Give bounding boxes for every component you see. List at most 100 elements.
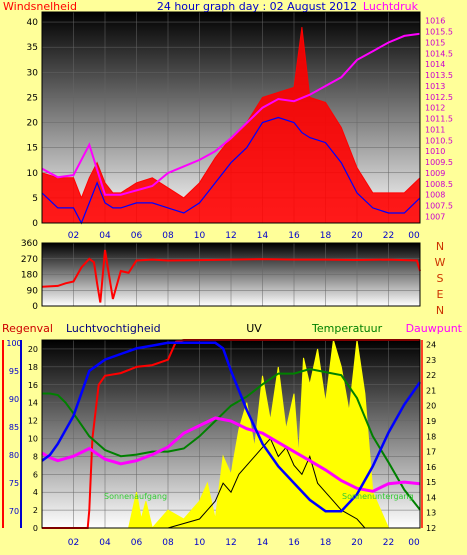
wind-speed-label: Windsnelheid [3, 0, 77, 13]
wind-plot-frame [41, 11, 421, 224]
humidity-tick-label: 80 [9, 451, 19, 460]
climate-time-ticks: 02 04 06 08 10 12 14 16 18 20 22 00 [68, 538, 420, 548]
pressure-tick-label: 1007 [425, 212, 445, 221]
uv-tick-label: 6 [33, 470, 38, 479]
temperature-tick-label: 13 [426, 509, 436, 518]
humidity-tick-label: 85 [9, 423, 19, 432]
pressure-tick-label: 1011 [425, 125, 445, 134]
wind-speed-tick-label: 10 [27, 169, 39, 179]
climate-time-tick-label: 10 [194, 538, 206, 548]
wind-time-tick-label: 08 [162, 231, 174, 241]
wind-speed-tick-label: 15 [27, 144, 38, 154]
humidity-ticks: 70 75 80 85 90 95 100 [6, 339, 21, 516]
wind-time-tick-label: 22 [383, 231, 394, 241]
wind-speed-ticks: 0 5 10 15 20 25 30 35 40 [27, 18, 39, 229]
humidity-tick-label: 70 [9, 507, 19, 516]
uv-ticks: 0 2 4 6 8 10 12 14 16 18 20 [28, 345, 38, 533]
direction-tick-label: 90 [27, 286, 39, 296]
direction-series [41, 249, 421, 303]
uv-tick-label: 20 [28, 345, 38, 354]
temperature-tick-label: 20 [426, 402, 436, 411]
direction-tick-label: 360 [21, 239, 38, 249]
uv-tick-label: 14 [28, 399, 38, 408]
uv-tick-label: 12 [28, 417, 38, 426]
direction-plot-frame [41, 242, 421, 307]
wind-time-tick-label: 12 [225, 231, 236, 241]
humidity-tick-label: 100 [6, 339, 21, 348]
humidity-tick-label: 90 [9, 395, 19, 404]
pressure-tick-label: 1008.5 [425, 180, 453, 189]
climate-time-tick-label: 18 [320, 538, 332, 548]
climate-time-tick-label: 08 [162, 538, 174, 548]
wind-speed-tick-label: 25 [27, 93, 38, 103]
temperature-line [42, 367, 421, 511]
climate-series [41, 339, 422, 530]
uv-tick-label: 4 [33, 488, 38, 497]
pressure-tick-label: 1015.5 [425, 28, 453, 37]
wind-time-tick-label: 14 [257, 231, 269, 241]
compass-label: E [437, 288, 444, 301]
wind-time-tick-label: 04 [99, 231, 111, 241]
humidity-tick-label: 75 [9, 479, 19, 488]
climate-time-tick-label: 00 [408, 538, 420, 548]
chart-title: 24 hour graph day : 02 August 2012 [157, 0, 357, 13]
pressure-tick-label: 1011.5 [425, 115, 453, 124]
temperature-tick-label: 19 [426, 417, 436, 426]
wind-speed-tick-label: 35 [27, 43, 38, 53]
temperature-tick-label: 24 [426, 341, 436, 350]
pressure-tick-label: 1016 [425, 17, 445, 26]
climate-time-tick-label: 16 [288, 538, 300, 548]
pressure-tick-label: 1015 [425, 38, 445, 47]
humidity-tick-label: 95 [9, 367, 19, 376]
wind-speed-tick-label: 40 [27, 18, 39, 28]
temperature-tick-label: 15 [426, 478, 436, 487]
temperature-tick-label: 22 [426, 371, 436, 380]
uv-tick-label: 16 [28, 381, 38, 390]
climate-time-tick-label: 12 [225, 538, 236, 548]
pressure-label: Luchtdruk [363, 0, 419, 13]
pressure-tick-label: 1014.5 [425, 49, 453, 58]
uv-tick-label: 2 [33, 506, 38, 515]
temperature-tick-label: 18 [426, 432, 436, 441]
wind-time-tick-label: 06 [131, 231, 143, 241]
wind-direction-line [41, 249, 421, 303]
pressure-tick-label: 1014 [425, 60, 445, 69]
uv-tick-label: 10 [28, 434, 38, 443]
humidity-label: Luchtvochtigheid [66, 322, 161, 335]
uv-tick-label: 8 [33, 452, 38, 461]
temperature-tick-label: 12 [426, 524, 436, 533]
wind-speed-tick-label: 5 [32, 194, 38, 204]
wind-time-tick-label: 18 [320, 231, 332, 241]
climate-time-tick-label: 02 [68, 538, 79, 548]
climate-panel: 70 75 80 85 90 95 100 02 4 6 8 10 12 14 16 18 20 12 13 14… [2, 322, 463, 548]
pressure-tick-label: 1007.5 [425, 202, 453, 211]
wind-time-tick-label: 00 [408, 231, 420, 241]
pressure-line [41, 32, 421, 196]
dewpoint-line [41, 416, 421, 493]
temperature-tick-label: 14 [426, 493, 436, 502]
wind-time-tick-label: 02 [68, 231, 79, 241]
sunset-annotation: Sonnenuntergang [342, 492, 414, 501]
pressure-tick-label: 1008 [425, 191, 445, 200]
pressure-tick-label: 1013.5 [425, 71, 453, 80]
wind-speed-tick-label: 0 [32, 219, 38, 229]
humidity-line [41, 341, 422, 513]
wind-time-ticks: 02 04 06 08 10 12 14 16 18 20 22 00 [68, 231, 420, 241]
pressure-tick-label: 1012.5 [425, 93, 453, 102]
wind-speed-tick-label: 30 [27, 68, 39, 78]
uv-tick-label: 18 [28, 363, 38, 372]
climate-plot-frame [41, 339, 421, 529]
uv-label: UV [246, 322, 262, 335]
direction-tick-label: 180 [21, 271, 38, 281]
compass-label: N [436, 240, 444, 253]
direction-tick-label: 0 [32, 302, 38, 312]
pressure-tick-label: 1010 [425, 147, 445, 156]
compass-label: S [437, 272, 444, 285]
climate-time-tick-label: 20 [351, 538, 363, 548]
pressure-tick-label: 1009.5 [425, 158, 453, 167]
